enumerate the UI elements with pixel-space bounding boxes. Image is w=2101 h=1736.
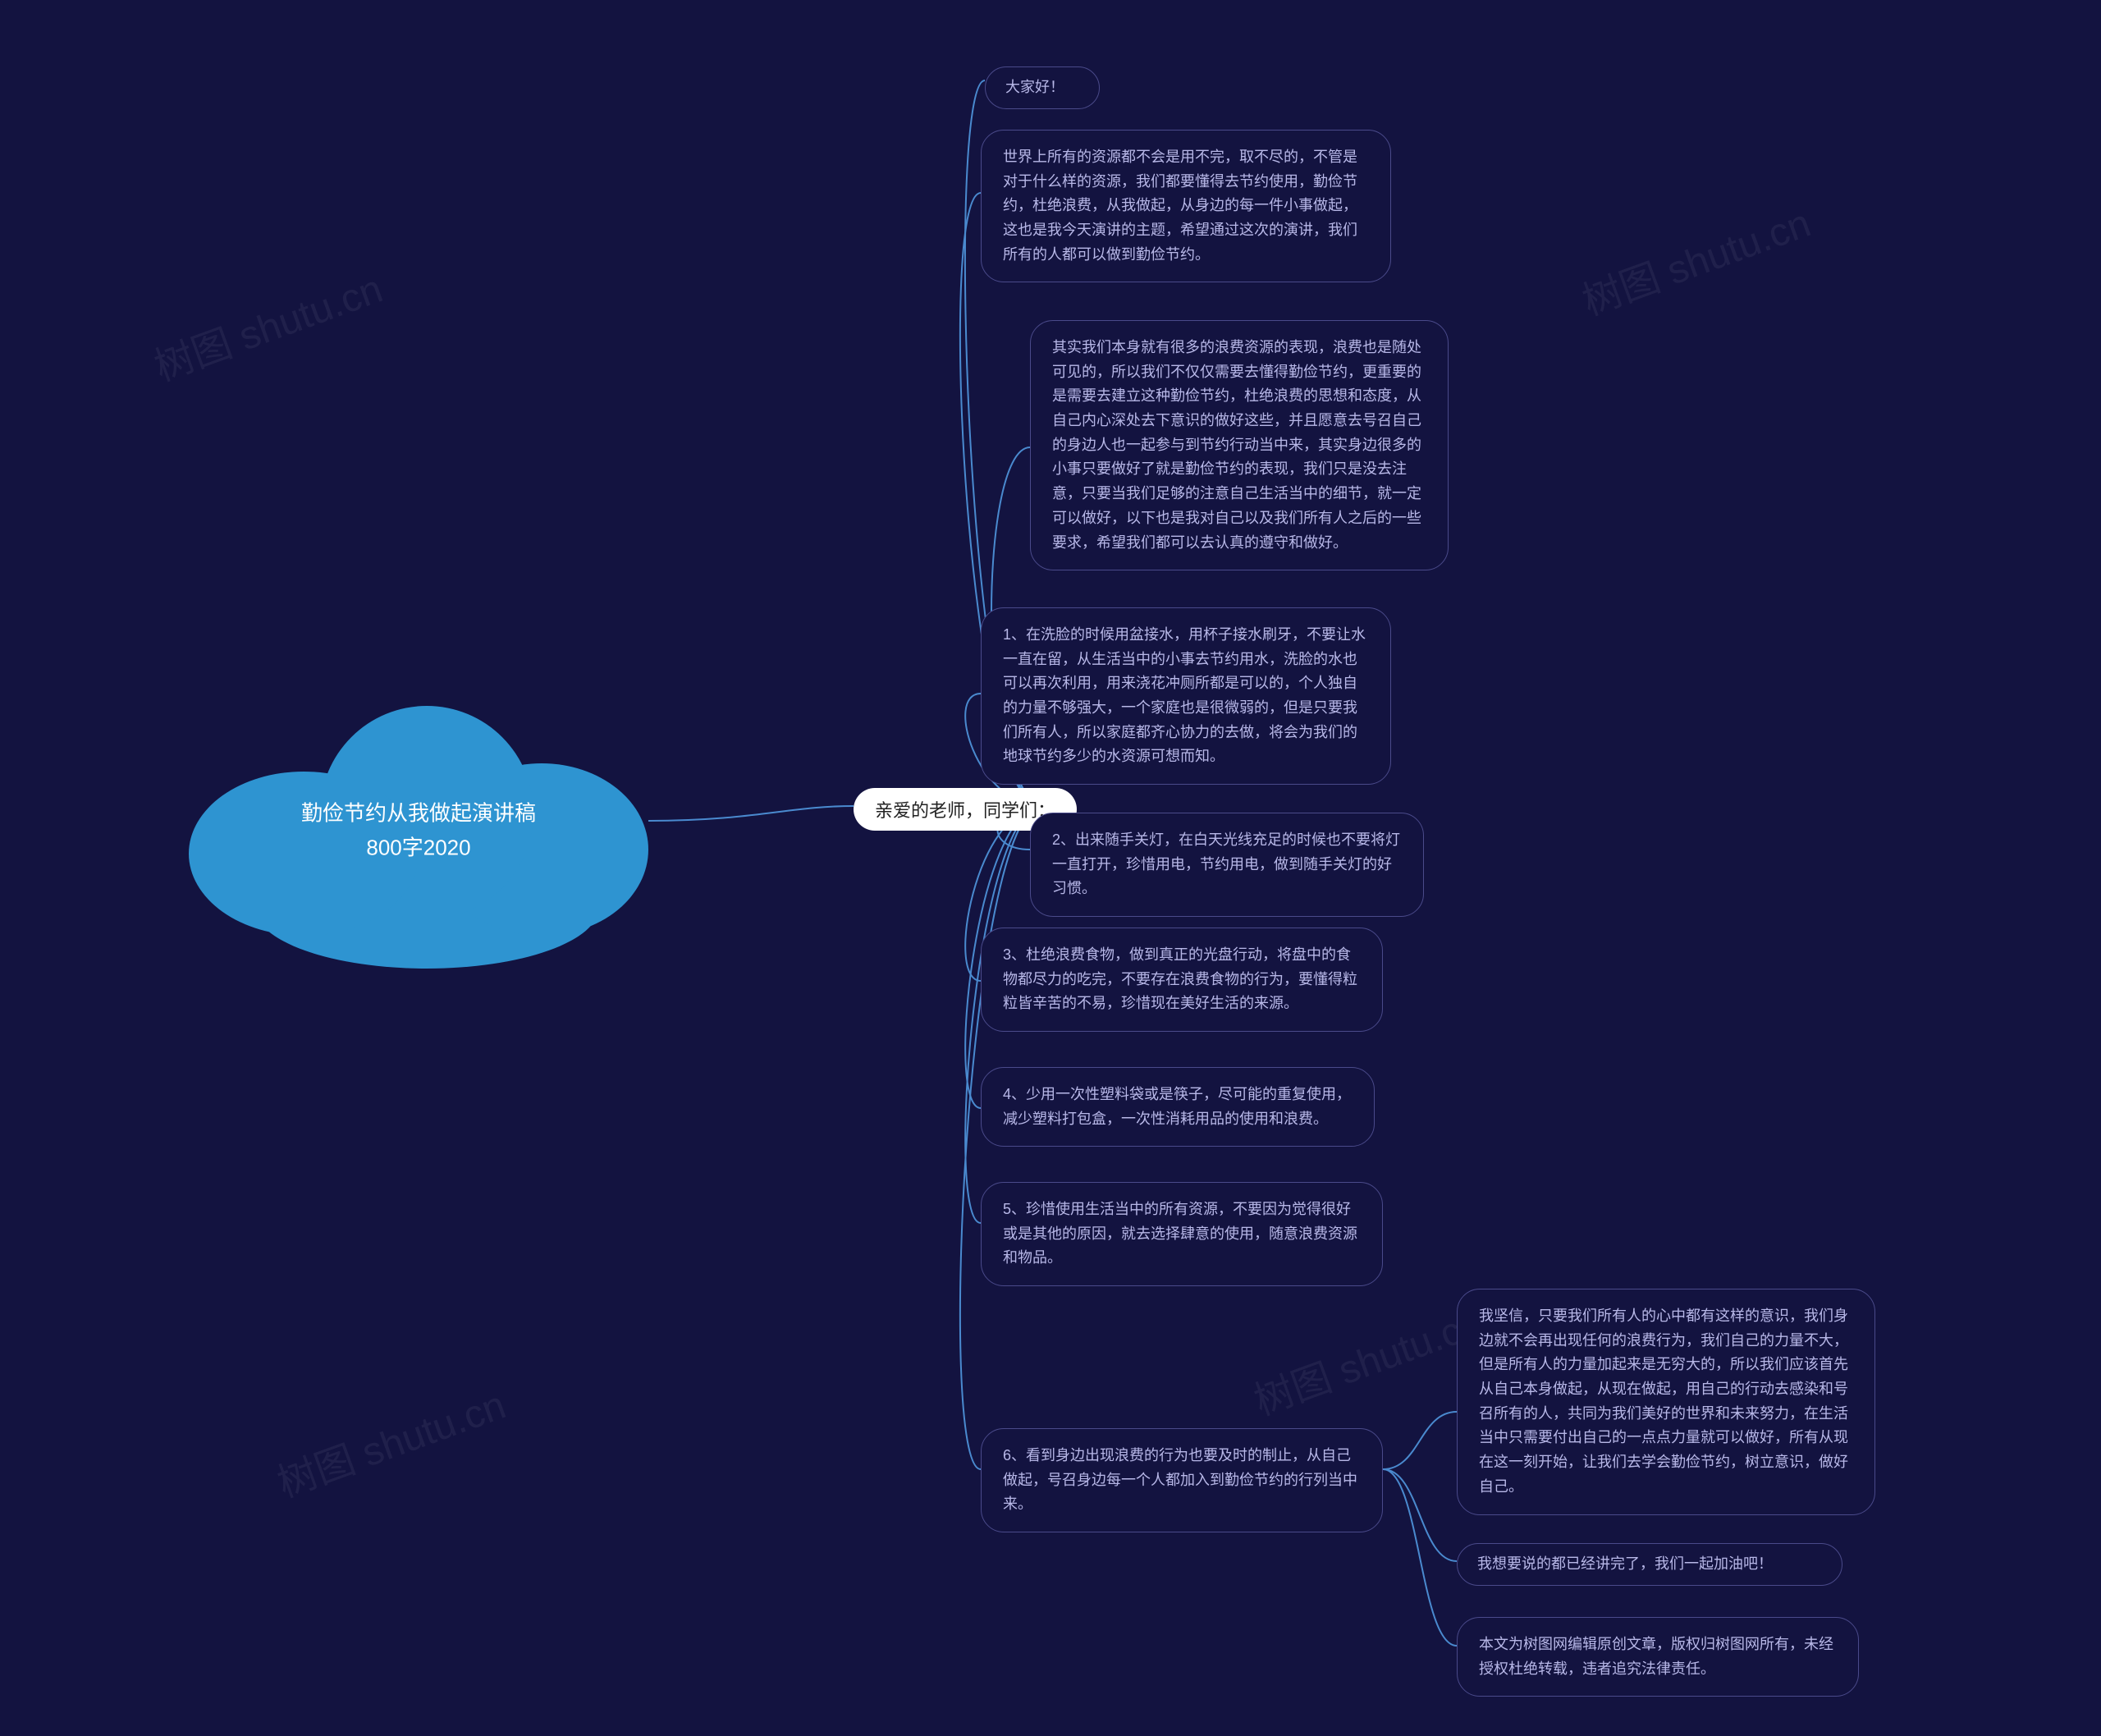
connector-path	[648, 806, 854, 821]
watermark: 树图 shutu.cn	[1573, 190, 1817, 326]
mindmap-node[interactable]: 我坚信，只要我们所有人的心中都有这样的意识，我们身边就不会再出现任何的浪费行为，…	[1457, 1289, 1875, 1515]
node-text: 世界上所有的资源都不会是用不完，取不尽的，不管是对于什么样的资源，我们都要懂得去…	[1003, 149, 1357, 263]
node-text: 1、在洗脸的时候用盆接水，用杯子接水刷牙，不要让水一直在留，从生活当中的小事去节…	[1003, 626, 1366, 764]
mindmap-node[interactable]: 2、出来随手关灯，在白天光线充足的时候也不要将灯一直打开，珍惜用电，节约用电，做…	[1030, 813, 1424, 917]
node-text: 2、出来随手关灯，在白天光线充足的时候也不要将灯一直打开，珍惜用电，节约用电，做…	[1052, 831, 1400, 896]
node-text: 3、杜绝浪费食物，做到真正的光盘行动，将盘中的食物都尽力的吃完，不要存在浪费食物…	[1003, 946, 1357, 1011]
root-title: 勤俭节约从我做起演讲稿800字2020	[287, 796, 550, 864]
node-text: 5、珍惜使用生活当中的所有资源，不要因为觉得很好或是其他的原因，就去选择肆意的使…	[1003, 1201, 1357, 1266]
mindmap-node[interactable]: 5、珍惜使用生活当中的所有资源，不要因为觉得很好或是其他的原因，就去选择肆意的使…	[981, 1182, 1383, 1286]
mindmap-node[interactable]: 世界上所有的资源都不会是用不完，取不尽的，不管是对于什么样的资源，我们都要懂得去…	[981, 130, 1391, 282]
hub-label: 亲爱的老师，同学们：	[875, 800, 1055, 821]
watermark: 树图 shutu.cn	[1245, 1290, 1489, 1426]
mindmap-node[interactable]: 4、少用一次性塑料袋或是筷子，尽可能的重复使用，减少塑料打包盒，一次性消耗用品的…	[981, 1067, 1375, 1147]
mindmap-node[interactable]: 6、看到身边出现浪费的行为也要及时的制止，从自己做起，号召身边每一个人都加入到勤…	[981, 1428, 1383, 1532]
node-text: 其实我们本身就有很多的浪费资源的表现，浪费也是随处可见的，所以我们不仅仅需要去懂…	[1052, 339, 1421, 551]
mindmap-node[interactable]: 其实我们本身就有很多的浪费资源的表现，浪费也是随处可见的，所以我们不仅仅需要去懂…	[1030, 320, 1449, 570]
connector-path	[1383, 1469, 1457, 1561]
mindmap-node[interactable]: 大家好！	[985, 66, 1100, 109]
node-text: 大家好！	[1005, 79, 1064, 95]
mindmap-node[interactable]: 我想要说的都已经讲完了，我们一起加油吧！	[1457, 1543, 1842, 1586]
node-text: 我想要说的都已经讲完了，我们一起加油吧！	[1477, 1555, 1773, 1572]
mindmap-node[interactable]: 1、在洗脸的时候用盆接水，用杯子接水刷牙，不要让水一直在留，从生活当中的小事去节…	[981, 607, 1391, 785]
node-text: 6、看到身边出现浪费的行为也要及时的制止，从自己做起，号召身边每一个人都加入到勤…	[1003, 1447, 1357, 1512]
node-text: 4、少用一次性塑料袋或是筷子，尽可能的重复使用，减少塑料打包盒，一次性消耗用品的…	[1003, 1086, 1351, 1127]
node-text: 本文为树图网编辑原创文章，版权归树图网所有，未经授权杜绝转载，违者追究法律责任。	[1479, 1636, 1833, 1677]
node-text: 我坚信，只要我们所有人的心中都有这样的意识，我们身边就不会再出现任何的浪费行为，…	[1479, 1308, 1848, 1495]
connector-path	[1383, 1469, 1457, 1646]
root-cloud[interactable]: 勤俭节约从我做起演讲稿800字2020	[189, 681, 648, 969]
watermark: 树图 shutu.cn	[268, 1372, 512, 1508]
mindmap-node[interactable]: 3、杜绝浪费食物，做到真正的光盘行动，将盘中的食物都尽力的吃完，不要存在浪费食物…	[981, 928, 1383, 1032]
mindmap-node[interactable]: 本文为树图网编辑原创文章，版权归树图网所有，未经授权杜绝转载，违者追究法律责任。	[1457, 1617, 1859, 1697]
watermark: 树图 shutu.cn	[145, 256, 389, 392]
connector-path	[1383, 1412, 1457, 1469]
